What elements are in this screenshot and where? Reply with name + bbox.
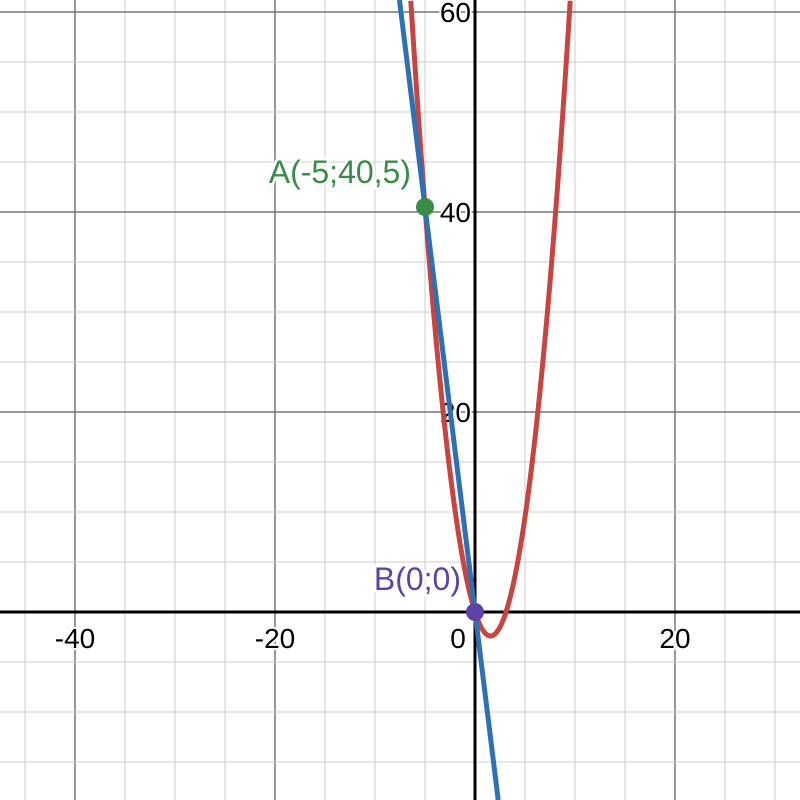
point-b — [466, 603, 484, 621]
parabola-curve — [408, 0, 573, 639]
points: A(-5;40,5) B(0;0) — [266, 152, 484, 621]
x-tick-label: 20 — [659, 623, 690, 654]
x-tick-label: -40 — [55, 623, 95, 654]
point-a — [416, 198, 434, 216]
series — [396, 0, 573, 800]
x-tick-label: 0 — [450, 623, 466, 654]
x-tick-label: -20 — [255, 623, 295, 654]
point-label: B(0;0) — [374, 561, 461, 597]
tangent-line — [396, 0, 501, 800]
point-label: A(-5;40,5) — [269, 154, 411, 190]
y-tick-label: 60 — [440, 0, 471, 28]
y-tick-label: 40 — [440, 197, 471, 228]
